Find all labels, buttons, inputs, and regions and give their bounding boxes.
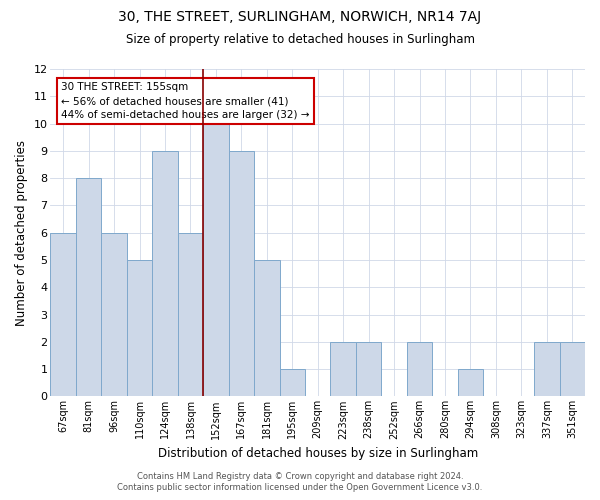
Bar [50, 232, 76, 396]
Text: Contains HM Land Registry data © Crown copyright and database right 2024.
Contai: Contains HM Land Registry data © Crown c… [118, 472, 482, 492]
X-axis label: Distribution of detached houses by size in Surlingham: Distribution of detached houses by size … [158, 447, 478, 460]
Bar [76, 178, 101, 396]
Bar [356, 342, 382, 396]
Bar [178, 232, 203, 396]
Y-axis label: Number of detached properties: Number of detached properties [15, 140, 28, 326]
Bar [458, 369, 483, 396]
Bar [560, 342, 585, 396]
Bar [407, 342, 432, 396]
Bar [229, 151, 254, 396]
Bar [203, 124, 229, 396]
Bar [254, 260, 280, 396]
Bar [101, 232, 127, 396]
Bar [331, 342, 356, 396]
Bar [280, 369, 305, 396]
Bar [152, 151, 178, 396]
Bar [534, 342, 560, 396]
Text: 30 THE STREET: 155sqm
← 56% of detached houses are smaller (41)
44% of semi-deta: 30 THE STREET: 155sqm ← 56% of detached … [61, 82, 310, 120]
Bar [127, 260, 152, 396]
Text: Size of property relative to detached houses in Surlingham: Size of property relative to detached ho… [125, 32, 475, 46]
Text: 30, THE STREET, SURLINGHAM, NORWICH, NR14 7AJ: 30, THE STREET, SURLINGHAM, NORWICH, NR1… [118, 10, 482, 24]
